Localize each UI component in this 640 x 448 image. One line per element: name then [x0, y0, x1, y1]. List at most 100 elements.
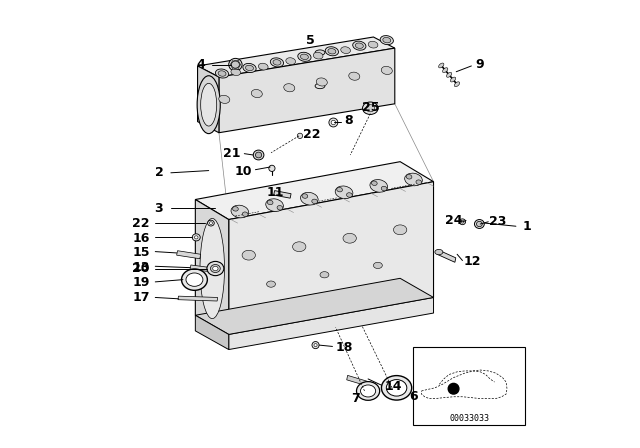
Ellipse shape	[381, 66, 392, 74]
Ellipse shape	[252, 90, 262, 98]
Ellipse shape	[328, 48, 336, 54]
Text: 2: 2	[154, 166, 163, 179]
Polygon shape	[195, 162, 433, 220]
Ellipse shape	[312, 341, 319, 349]
Ellipse shape	[219, 95, 230, 103]
Ellipse shape	[292, 242, 306, 252]
Polygon shape	[315, 52, 325, 86]
Text: 8: 8	[344, 114, 353, 127]
Ellipse shape	[381, 186, 387, 191]
Polygon shape	[195, 199, 228, 334]
Ellipse shape	[273, 60, 281, 65]
Text: 9: 9	[475, 58, 484, 71]
Ellipse shape	[335, 186, 353, 198]
Text: 18: 18	[335, 341, 353, 354]
Ellipse shape	[353, 41, 366, 50]
Ellipse shape	[315, 83, 325, 89]
Polygon shape	[195, 315, 228, 349]
Ellipse shape	[320, 271, 329, 278]
Ellipse shape	[212, 266, 218, 271]
Ellipse shape	[356, 382, 380, 401]
Text: 17: 17	[132, 291, 150, 304]
Ellipse shape	[298, 133, 303, 138]
Ellipse shape	[355, 43, 364, 48]
Ellipse shape	[314, 52, 323, 59]
Ellipse shape	[255, 152, 262, 158]
Polygon shape	[198, 66, 219, 133]
Ellipse shape	[277, 206, 283, 210]
Text: 23: 23	[489, 215, 506, 228]
Ellipse shape	[284, 84, 295, 92]
Ellipse shape	[197, 76, 220, 134]
Ellipse shape	[477, 221, 483, 227]
Ellipse shape	[360, 385, 376, 397]
Ellipse shape	[380, 35, 394, 45]
Text: 3: 3	[155, 202, 163, 215]
Ellipse shape	[300, 192, 318, 205]
Ellipse shape	[243, 212, 248, 216]
Ellipse shape	[270, 58, 284, 67]
Polygon shape	[347, 375, 374, 388]
Ellipse shape	[451, 77, 456, 82]
Ellipse shape	[314, 344, 317, 347]
Text: 12: 12	[463, 255, 481, 268]
Text: 19: 19	[132, 276, 150, 289]
Ellipse shape	[337, 187, 342, 192]
Ellipse shape	[346, 193, 352, 197]
Text: 5: 5	[306, 34, 315, 47]
Circle shape	[448, 383, 459, 394]
Ellipse shape	[416, 180, 422, 185]
Bar	[413, 347, 525, 425]
Ellipse shape	[366, 105, 375, 112]
Ellipse shape	[231, 205, 249, 218]
Text: 7: 7	[351, 392, 360, 405]
Ellipse shape	[404, 173, 422, 186]
Text: 1: 1	[523, 220, 531, 233]
Polygon shape	[198, 37, 395, 77]
Text: 6: 6	[409, 390, 418, 403]
Ellipse shape	[246, 65, 253, 71]
Ellipse shape	[381, 375, 412, 400]
Ellipse shape	[243, 64, 256, 73]
Polygon shape	[219, 48, 395, 133]
Ellipse shape	[218, 71, 226, 76]
Ellipse shape	[460, 219, 465, 224]
Polygon shape	[228, 297, 433, 349]
Ellipse shape	[242, 250, 255, 260]
Text: 25: 25	[362, 101, 379, 114]
Ellipse shape	[394, 225, 407, 235]
Ellipse shape	[435, 250, 443, 255]
Ellipse shape	[228, 58, 242, 71]
Polygon shape	[228, 182, 433, 334]
Polygon shape	[190, 265, 211, 271]
Ellipse shape	[368, 41, 378, 48]
Ellipse shape	[232, 207, 238, 211]
Polygon shape	[178, 296, 218, 301]
Text: 15: 15	[132, 246, 150, 259]
Ellipse shape	[300, 54, 308, 60]
Ellipse shape	[329, 118, 338, 127]
Polygon shape	[177, 251, 201, 259]
Text: 14: 14	[385, 380, 402, 393]
Text: 13: 13	[132, 261, 150, 274]
Ellipse shape	[325, 47, 339, 56]
Text: 4: 4	[196, 58, 205, 71]
Ellipse shape	[362, 102, 378, 115]
Ellipse shape	[438, 63, 444, 68]
Text: 24: 24	[445, 214, 463, 227]
Polygon shape	[274, 190, 291, 198]
Ellipse shape	[331, 120, 335, 125]
Ellipse shape	[474, 220, 484, 228]
Ellipse shape	[442, 68, 448, 73]
Ellipse shape	[370, 180, 388, 192]
Ellipse shape	[266, 199, 284, 211]
Ellipse shape	[259, 63, 268, 70]
Ellipse shape	[216, 69, 228, 78]
Ellipse shape	[232, 61, 239, 68]
Ellipse shape	[207, 261, 224, 276]
Text: 21: 21	[223, 147, 241, 160]
Ellipse shape	[182, 269, 207, 290]
Ellipse shape	[383, 37, 391, 43]
Ellipse shape	[454, 82, 460, 86]
Ellipse shape	[211, 264, 220, 272]
